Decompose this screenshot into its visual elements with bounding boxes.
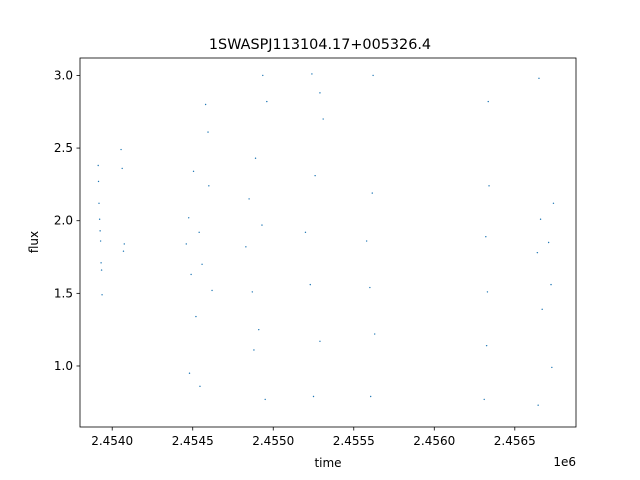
data-point: [539, 218, 542, 220]
data-point: [552, 202, 555, 204]
chart-title: 1SWASPJ113104.17+005326.4: [209, 37, 431, 53]
data-point: [372, 74, 374, 77]
data-point: [97, 164, 99, 167]
y-axis-label: flux: [27, 231, 41, 253]
data-point: [98, 218, 101, 220]
y-axis: 1.0 1.5 2.0 2.5 3.0: [54, 68, 80, 373]
data-point: [371, 192, 373, 194]
data-point: [208, 185, 210, 187]
data-point: [550, 283, 552, 286]
data-point: [258, 328, 260, 331]
data-point: [101, 294, 103, 296]
x-tick-label: 2.4550: [252, 434, 294, 448]
data-point: [537, 404, 539, 406]
data-point: [123, 243, 125, 245]
data-point: [541, 308, 543, 311]
data-point: [487, 100, 489, 103]
data-point: [99, 240, 102, 242]
data-point: [195, 315, 197, 318]
data-point: [261, 224, 263, 226]
x-tick-label: 2.4555: [333, 434, 375, 448]
data-point: [311, 73, 313, 75]
data-point: [374, 333, 376, 335]
x-tick-label: 2.4560: [413, 434, 455, 448]
data-point: [369, 395, 372, 398]
data-point: [121, 167, 123, 170]
data-point: [483, 398, 485, 401]
data-point: [536, 251, 539, 254]
data-point: [204, 103, 207, 106]
data-point: [485, 235, 487, 238]
y-tick-label: 1.0: [54, 359, 73, 373]
data-point: [253, 349, 255, 351]
data-point: [185, 243, 187, 245]
data-point: [485, 344, 488, 347]
data-point: [251, 291, 254, 293]
data-point: [312, 395, 315, 398]
data-point: [547, 241, 550, 244]
data-point: [538, 77, 540, 80]
data-point: [266, 100, 268, 103]
y-tick-label: 2.5: [54, 141, 73, 155]
data-point: [198, 231, 200, 234]
x-tick-label: 2.4565: [494, 434, 536, 448]
data-point: [207, 131, 209, 133]
plot-frame: [79, 57, 577, 428]
data-point: [192, 170, 195, 173]
data-point: [188, 372, 191, 374]
data-point: [488, 185, 490, 187]
data-point: [98, 202, 100, 204]
data-points: [97, 73, 555, 406]
data-point: [314, 174, 316, 177]
data-point: [122, 250, 125, 252]
data-point: [99, 230, 101, 232]
data-point: [486, 291, 489, 293]
data-point: [201, 263, 203, 265]
data-point: [319, 340, 321, 342]
data-point: [199, 385, 201, 388]
data-point: [309, 283, 311, 286]
data-point: [248, 198, 250, 200]
y-tick-label: 2.0: [54, 214, 73, 228]
y-tick-label: 3.0: [54, 68, 73, 82]
x-axis-label: time: [314, 456, 341, 470]
x-axis: 2.4540 2.4545 2.4550 2.4555 2.4560 2.4565: [91, 427, 536, 448]
data-point: [322, 118, 324, 120]
data-point: [262, 74, 264, 77]
data-point: [551, 366, 553, 369]
x-tick-label: 2.4545: [172, 434, 214, 448]
data-point: [369, 286, 371, 289]
x-axis-offset-label: 1e6: [553, 455, 576, 469]
data-point: [97, 180, 100, 183]
data-point: [304, 231, 307, 234]
data-point: [254, 157, 257, 159]
data-point: [100, 262, 102, 264]
data-point: [365, 240, 368, 242]
data-point: [120, 148, 122, 151]
data-point: [100, 269, 103, 271]
data-point: [245, 246, 247, 248]
data-point: [319, 92, 321, 94]
data-point: [190, 273, 192, 276]
x-tick-label: 2.4540: [91, 434, 133, 448]
data-point: [264, 398, 266, 401]
data-point: [211, 289, 213, 292]
data-point: [188, 217, 190, 219]
y-tick-label: 1.5: [54, 286, 73, 300]
